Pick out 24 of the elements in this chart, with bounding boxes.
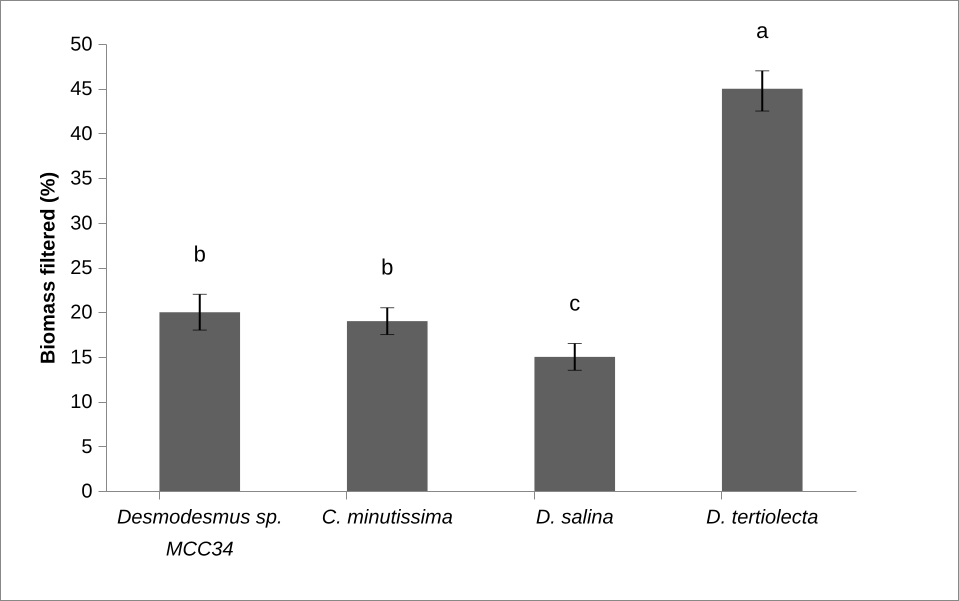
y-tick-label: 50: [70, 34, 92, 56]
x-tick-label: D. tertiolecta: [706, 506, 818, 528]
y-tick-label: 5: [81, 436, 92, 458]
y-tick-label: 30: [70, 212, 92, 234]
y-tick-label: 10: [70, 391, 92, 414]
bar: [534, 356, 616, 491]
y-tick-label: 15: [70, 346, 92, 368]
y-tick-label: 0: [81, 480, 92, 502]
y-tick-label: 35: [70, 168, 92, 190]
y-axis-title: Biomass filtered (%): [37, 172, 60, 364]
bar: [346, 321, 428, 491]
y-tick-label: 20: [70, 302, 92, 324]
bar: [722, 88, 803, 491]
annotation: b: [194, 241, 206, 266]
annotation: b: [381, 254, 394, 280]
y-tick-label: 25: [70, 257, 92, 279]
x-tick-label: Desmodesmus sp. MCC34: [116, 506, 283, 560]
y-tick-label: 40: [70, 122, 92, 145]
x-tick-label: C. minutissima: [322, 506, 453, 528]
bar: [159, 312, 240, 491]
text: a: [756, 18, 770, 43]
y-tick-label: 45: [70, 78, 92, 100]
annotation: c: [569, 290, 580, 316]
x-tick-label: D. salina: [536, 506, 614, 528]
